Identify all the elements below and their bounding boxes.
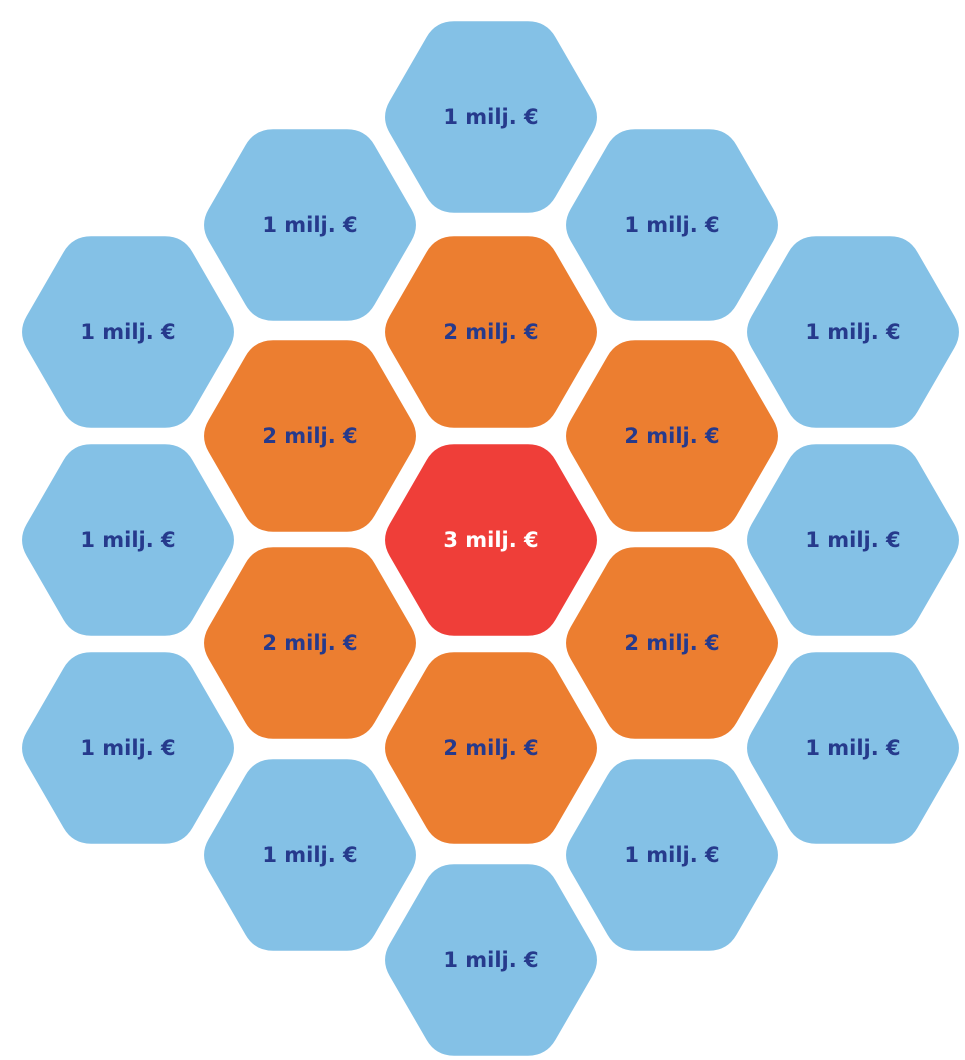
hex-cell-outer: 1 milj. € [379, 858, 603, 1060]
hex-cell-outer: 1 milj. € [741, 646, 965, 850]
hexagon-shape [16, 646, 240, 850]
hex-cell-outer: 1 milj. € [741, 230, 965, 434]
hex-label: 1 milj. € [80, 736, 175, 760]
hex-label: 2 milj. € [262, 631, 357, 655]
hexagon-shape [741, 438, 965, 642]
hex-cell-middle: 2 milj. € [560, 541, 784, 745]
hex-cell-outer: 1 milj. € [16, 646, 240, 850]
hex-label: 2 milj. € [262, 424, 357, 448]
hex-cell-middle: 2 milj. € [379, 646, 603, 850]
hex-cell-middle: 2 milj. € [379, 230, 603, 434]
hex-label: 2 milj. € [443, 320, 538, 344]
hex-label: 3 milj. € [443, 528, 538, 552]
hexagon-shape [198, 753, 422, 957]
hex-label: 1 milj. € [805, 528, 900, 552]
hex-label: 1 milj. € [624, 213, 719, 237]
hex-label: 1 milj. € [80, 320, 175, 344]
hex-cell-outer: 1 milj. € [560, 753, 784, 957]
hex-cell-outer: 1 milj. € [379, 15, 603, 219]
hex-label: 1 milj. € [262, 843, 357, 867]
hex-label: 1 milj. € [443, 948, 538, 972]
hexagon-shape [560, 334, 784, 538]
hex-label: 1 milj. € [80, 528, 175, 552]
hexagon-shape [16, 438, 240, 642]
hex-cell-middle: 2 milj. € [560, 334, 784, 538]
hex-cell-middle: 2 milj. € [198, 541, 422, 745]
hex-cell-outer: 1 milj. € [741, 438, 965, 642]
hex-cell-middle: 2 milj. € [198, 334, 422, 538]
hex-label: 1 milj. € [443, 105, 538, 129]
hex-label: 1 milj. € [805, 736, 900, 760]
hexagon-shape [16, 230, 240, 434]
hex-label: 2 milj. € [443, 736, 538, 760]
hexagon-shape [741, 646, 965, 850]
hex-label: 2 milj. € [624, 631, 719, 655]
hexagon-shape [198, 123, 422, 327]
hexagon-shape [560, 123, 784, 327]
hexagon-shape [379, 230, 603, 434]
hex-cell-center: 3 milj. € [379, 438, 603, 642]
hex-cell-outer: 1 milj. € [16, 438, 240, 642]
hex-label: 2 milj. € [624, 424, 719, 448]
hex-cell-outer: 1 milj. € [560, 123, 784, 327]
hex-label: 1 milj. € [805, 320, 900, 344]
hex-label: 1 milj. € [262, 213, 357, 237]
hexagon-shape [560, 541, 784, 745]
hexagon-shape [198, 541, 422, 745]
hexagon-shape [560, 753, 784, 957]
hexagon-shape [379, 858, 603, 1060]
hexagon-shape [379, 438, 603, 642]
hex-label: 1 milj. € [624, 843, 719, 867]
hexagon-shape [198, 334, 422, 538]
hexagon-shape [379, 646, 603, 850]
hex-cell-outer: 1 milj. € [16, 230, 240, 434]
hex-cell-outer: 1 milj. € [198, 753, 422, 957]
hexagon-shape [379, 15, 603, 219]
hexagon-shape [741, 230, 965, 434]
hex-cell-outer: 1 milj. € [198, 123, 422, 327]
